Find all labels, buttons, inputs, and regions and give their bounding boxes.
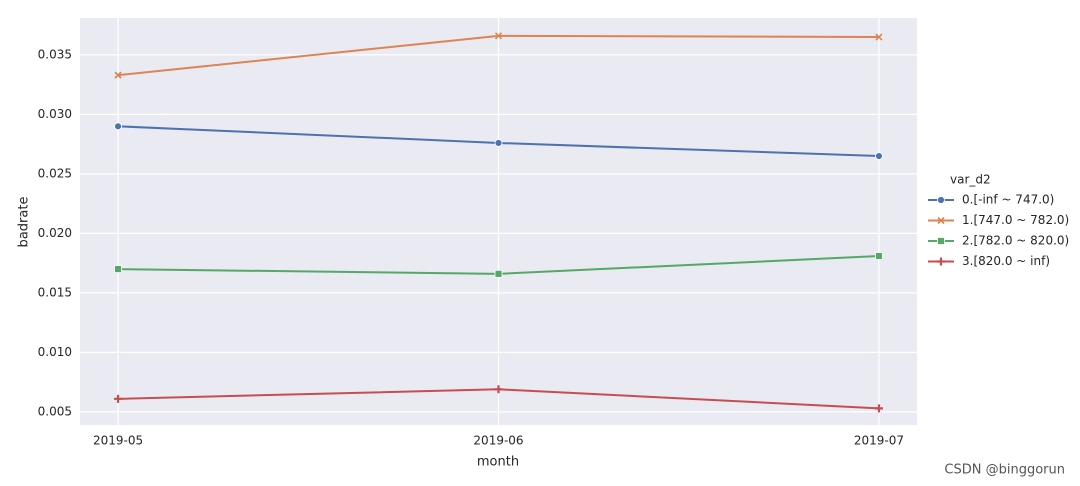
x-tick-label: 2019-07 [854,434,904,448]
watermark: CSDN @binggorun [944,463,1065,478]
data-point [494,32,503,40]
legend-marker [937,237,945,245]
x-axis-label: month [477,455,519,470]
legend-marker [937,216,945,225]
legend-label: 1.[747.0 ~ 782.0) [962,213,1069,227]
data-point [114,71,122,79]
data-point [875,252,883,260]
y-tick-label: 0.030 [38,107,72,121]
legend-label: 2.[782.0 ~ 820.0) [962,234,1069,248]
data-point [874,404,883,413]
legend-label: 3.[820.0 ~ inf) [962,254,1050,268]
legend-title: var_d2 [950,173,991,187]
data-point [875,33,883,41]
y-tick-label: 0.025 [38,166,72,180]
x-tick-label: 2019-05 [93,434,143,448]
legend-label: 0.[-inf ~ 747.0) [962,193,1054,207]
y-tick-label: 0.010 [38,345,72,359]
x-tick-label: 2019-06 [473,434,523,448]
y-tick-label: 0.035 [38,47,72,61]
data-point [494,269,503,278]
data-point [114,265,122,274]
data-point [114,394,123,403]
data-point [494,139,503,147]
data-point [875,152,883,160]
data-point [494,385,503,394]
y-axis-label: badrate [17,197,32,248]
y-tick-label: 0.015 [38,285,72,299]
data-point [114,122,122,131]
y-tick-label: 0.005 [38,404,72,418]
legend-marker [937,196,945,204]
legend-marker [937,257,945,266]
y-tick-label: 0.020 [38,226,72,240]
